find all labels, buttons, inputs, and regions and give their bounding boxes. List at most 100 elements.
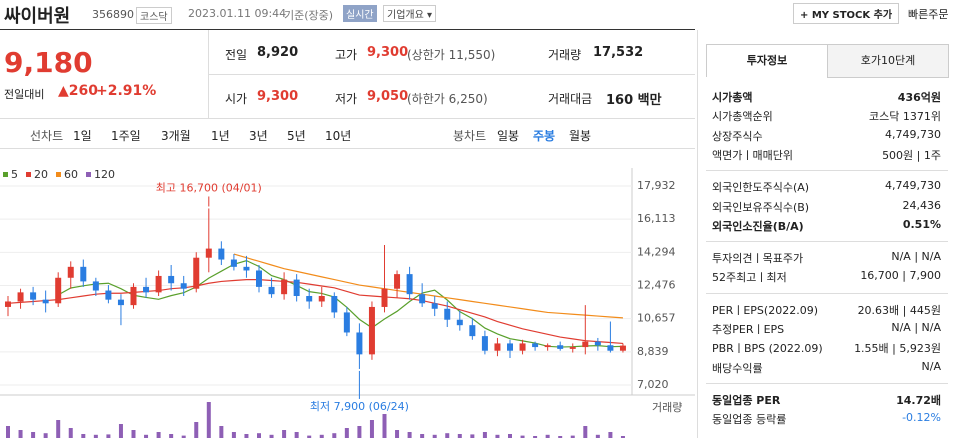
candle-body xyxy=(205,248,212,258)
candle-body xyxy=(281,279,288,295)
info-value: 20.63배 | 445원 xyxy=(857,303,941,317)
volume-bar xyxy=(407,432,412,438)
moving-average xyxy=(7,278,623,345)
chart: 17,932 16,113 14,294 12,476 10,657 8,839 7,020… xyxy=(0,168,695,438)
volume-bar xyxy=(508,434,512,438)
volume-bar xyxy=(257,433,261,438)
candle-body xyxy=(331,296,338,313)
summary-label: 시가 xyxy=(225,92,248,106)
summary-label: 전일 xyxy=(225,48,248,62)
volume-bar xyxy=(6,426,10,438)
info-value: 14.72배 xyxy=(896,393,941,407)
info-label: 동일업종 등락률 xyxy=(712,413,787,427)
tab-active[interactable]: 투자정보 xyxy=(706,44,828,77)
volume-bar xyxy=(144,434,149,438)
volume-bar xyxy=(282,430,287,438)
candle-body xyxy=(42,299,49,304)
info-value: 코스닥 1371위 xyxy=(869,110,941,124)
change: ▲260 xyxy=(58,83,98,99)
volume-bar xyxy=(445,433,450,438)
summary-note: (상한가 11,550) xyxy=(407,48,496,62)
summary-note: (하한가 6,250) xyxy=(407,92,488,106)
volume-bar xyxy=(395,430,400,438)
stock-code: 356890 xyxy=(92,8,134,21)
volume-bar xyxy=(307,435,312,438)
candle-tab[interactable]: 일봉 xyxy=(497,129,520,143)
candle-body xyxy=(519,343,526,351)
datetime: 2023.01.11 09:44 xyxy=(188,7,287,20)
period-tab[interactable]: 3년 xyxy=(249,129,268,143)
period-tab[interactable]: 1주일 xyxy=(111,129,141,143)
candle-body xyxy=(67,266,74,278)
candle-body xyxy=(507,343,513,351)
volume-bar xyxy=(194,422,199,438)
volume-bar xyxy=(369,420,374,438)
legend-label: 60 xyxy=(64,168,78,181)
volume-bar xyxy=(432,434,437,438)
separator xyxy=(706,382,948,384)
mystock-button[interactable]: + MY STOCK 추가 xyxy=(793,3,900,24)
legend-label: 5 xyxy=(11,168,18,181)
quick-order[interactable]: 빠른주문 xyxy=(908,8,949,21)
volume-bar xyxy=(118,424,123,438)
candle-tab[interactable]: 주봉 xyxy=(533,129,556,143)
candle-body xyxy=(318,296,325,302)
volume-bar xyxy=(219,426,224,438)
realtime-badge[interactable]: 실시간 xyxy=(343,5,377,22)
separator xyxy=(706,241,948,243)
candle-body xyxy=(456,319,463,326)
period-tab[interactable]: 3개월 xyxy=(161,129,191,143)
legend-swatch xyxy=(3,172,8,177)
volume-bar xyxy=(595,434,600,438)
candle-body xyxy=(306,296,313,302)
candle-body xyxy=(268,286,275,295)
y-tick-label: 14,294 xyxy=(637,245,676,258)
info-label: PBRㅣBPS (2022.09) xyxy=(712,342,823,356)
info-label: 시가총액순위 xyxy=(712,110,773,124)
change-rate: +2.91% xyxy=(96,83,157,99)
candle-body xyxy=(143,286,150,293)
volume-bar xyxy=(570,435,575,438)
candle-body xyxy=(155,275,162,293)
period-tab[interactable]: 1년 xyxy=(211,129,230,143)
candle-body xyxy=(594,341,601,346)
candle-body xyxy=(619,345,626,351)
tab[interactable]: 호가10단계 xyxy=(827,44,949,78)
y-tick-label: 7,020 xyxy=(637,378,669,391)
overview-button[interactable]: 기업개요 ▾ xyxy=(383,5,436,22)
volume-bar xyxy=(156,432,161,438)
legend-swatch xyxy=(26,172,31,177)
moving-average xyxy=(233,253,623,319)
candle-body xyxy=(218,248,225,260)
candle-tab[interactable]: 월봉 xyxy=(569,129,592,143)
volume-bar xyxy=(43,433,48,438)
candle-body xyxy=(607,345,614,351)
candle-body xyxy=(469,325,476,337)
candle-body xyxy=(17,292,24,302)
legend-label: 120 xyxy=(94,168,115,181)
volume-bar xyxy=(357,426,362,438)
candle-body xyxy=(130,286,137,306)
volume-bar xyxy=(558,436,563,438)
info-label: 외국인소진율(B/A) xyxy=(712,219,804,233)
period-tab[interactable]: 10년 xyxy=(325,129,352,143)
volume-bar xyxy=(470,434,475,438)
candle-body xyxy=(293,279,300,297)
separator xyxy=(706,292,948,294)
volume-bar xyxy=(520,435,525,438)
info-value: 16,700 | 7,900 xyxy=(860,269,941,283)
period-tab[interactable]: 1일 xyxy=(73,129,92,143)
candle-body xyxy=(230,259,237,267)
info-value: N/A xyxy=(921,359,941,373)
period-tab[interactable]: 5년 xyxy=(287,129,306,143)
candle-body xyxy=(368,306,375,355)
info-value: 4,749,730 xyxy=(885,179,941,193)
volume-bar xyxy=(608,432,613,438)
volume-bar xyxy=(545,434,550,438)
volume-bar xyxy=(620,436,625,438)
volume-bar xyxy=(81,434,86,438)
volume-bar xyxy=(420,434,425,438)
volume-bar xyxy=(269,434,274,438)
info-label: 52주최고ㅣ최저 xyxy=(712,271,787,285)
current-price: 9,180 xyxy=(4,46,93,79)
